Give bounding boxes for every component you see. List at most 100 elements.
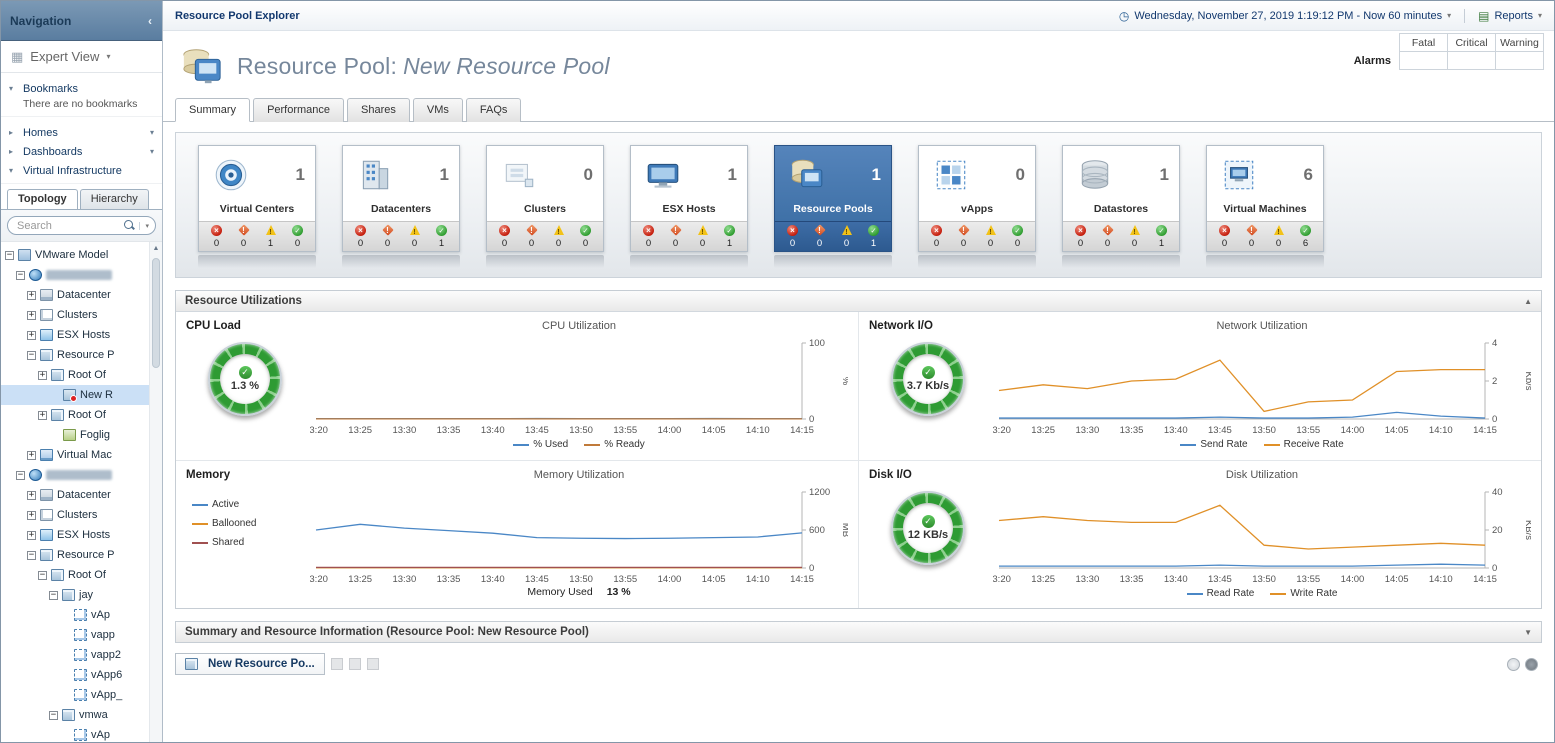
- sidebar-item-dashboards[interactable]: ▸ Dashboards ▾: [1, 142, 162, 161]
- expand-node-icon[interactable]: +: [27, 509, 36, 520]
- summary-info-header[interactable]: Summary and Resource Information (Resour…: [175, 621, 1542, 643]
- tree-item-root-of[interactable]: + Root Of: [1, 365, 149, 385]
- badge-critical[interactable]: 0: [230, 225, 257, 249]
- tree-item-resource-p[interactable]: − Resource P: [1, 545, 149, 565]
- reports-button[interactable]: Reports: [1494, 9, 1533, 22]
- badge-normal[interactable]: 6: [1292, 224, 1319, 249]
- tree-item-redacted[interactable]: −: [1, 465, 149, 485]
- badge-fatal[interactable]: 0: [923, 224, 950, 249]
- portlet-button-3[interactable]: [366, 658, 379, 670]
- time-range-label[interactable]: Wednesday, November 27, 2019 1:19:12 PM …: [1134, 9, 1443, 22]
- chevron-down-icon[interactable]: ▾: [1447, 11, 1452, 20]
- badge-critical[interactable]: 0: [1094, 225, 1121, 249]
- portlet-button-2[interactable]: [348, 658, 361, 670]
- badge-normal[interactable]: 0: [572, 224, 599, 249]
- tree-item-esx-hosts[interactable]: + ESX Hosts: [1, 325, 149, 345]
- badge-critical[interactable]: 0: [1238, 225, 1265, 249]
- view-toggle-light-icon[interactable]: [1507, 657, 1520, 671]
- tree-item-redacted[interactable]: −: [1, 265, 149, 285]
- tree-item-datacenter[interactable]: + Datacenter: [1, 485, 149, 505]
- badge-warning[interactable]: 0: [1265, 224, 1292, 249]
- collapse-node-icon[interactable]: −: [49, 589, 58, 600]
- alarms-fatal-value[interactable]: [1399, 51, 1448, 70]
- tree-item-root-of[interactable]: − Root Of: [1, 565, 149, 585]
- tree-item-vapp2[interactable]: vapp2: [1, 645, 149, 665]
- tile-clusters[interactable]: 0 Clusters 0 0 0 0: [486, 145, 604, 252]
- search-input[interactable]: Search ▾: [7, 216, 156, 235]
- tile-vapps[interactable]: 0 vApps 0 0 0 0: [918, 145, 1036, 252]
- collapse-down-icon[interactable]: ▼: [1524, 627, 1532, 637]
- tree-item-resource-p[interactable]: − Resource P: [1, 345, 149, 365]
- badge-critical[interactable]: 0: [806, 225, 833, 249]
- tab-hierarchy[interactable]: Hierarchy: [79, 189, 149, 209]
- badge-critical[interactable]: 0: [374, 225, 401, 249]
- portlet-button-1[interactable]: [330, 658, 343, 670]
- alarms-warning-value[interactable]: [1495, 51, 1544, 70]
- badge-fatal[interactable]: 0: [347, 224, 374, 249]
- tree-item-jay[interactable]: − jay: [1, 585, 149, 605]
- chevron-down-icon[interactable]: ▾: [1537, 11, 1542, 20]
- expand-node-icon[interactable]: +: [27, 289, 36, 300]
- tree-item-datacenter[interactable]: + Datacenter: [1, 285, 149, 305]
- badge-fatal[interactable]: 0: [1067, 224, 1094, 249]
- tree-item-clusters[interactable]: + Clusters: [1, 305, 149, 325]
- badge-warning[interactable]: 1: [257, 224, 284, 249]
- badge-fatal[interactable]: 0: [1211, 224, 1238, 249]
- badge-warning[interactable]: 0: [1121, 224, 1148, 249]
- view-toggle-dark-icon[interactable]: [1525, 657, 1538, 671]
- tab-shares[interactable]: Shares: [347, 98, 410, 122]
- expand-node-icon[interactable]: +: [38, 369, 47, 380]
- tree-item-vapp6[interactable]: vApp6: [1, 665, 149, 685]
- sidebar-collapse-icon[interactable]: ‹: [148, 13, 152, 28]
- collapse-node-icon[interactable]: −: [49, 709, 58, 720]
- chevron-down-icon[interactable]: ▾: [149, 147, 154, 156]
- tile-esx-hosts[interactable]: 1 ESX Hosts 0 0 0 1: [630, 145, 748, 252]
- expand-node-icon[interactable]: +: [27, 309, 36, 320]
- badge-normal[interactable]: 0: [284, 224, 311, 249]
- badge-warning[interactable]: 0: [689, 224, 716, 249]
- badge-normal[interactable]: 1: [1148, 224, 1175, 249]
- tile-datacenters[interactable]: 1 Datacenters 0 0 0 1: [342, 145, 460, 252]
- tree-item-root-of[interactable]: + Root Of: [1, 405, 149, 425]
- collapse-node-icon[interactable]: −: [27, 549, 36, 560]
- tree-item-clusters[interactable]: + Clusters: [1, 505, 149, 525]
- badge-normal[interactable]: 1: [428, 224, 455, 249]
- resource-pool-subtab[interactable]: New Resource Po...: [175, 653, 325, 675]
- tree-item-vmwa[interactable]: − vmwa: [1, 705, 149, 725]
- scroll-up-icon[interactable]: ▲: [152, 245, 160, 252]
- tree-scrollbar[interactable]: ▲: [149, 242, 162, 742]
- badge-fatal[interactable]: 0: [635, 224, 662, 249]
- expand-node-icon[interactable]: +: [38, 409, 47, 420]
- badge-warning[interactable]: 0: [977, 224, 1004, 249]
- tab-faqs[interactable]: FAQs: [465, 98, 522, 122]
- badge-warning[interactable]: 0: [401, 224, 428, 249]
- tree-item-esx-hosts[interactable]: + ESX Hosts: [1, 525, 149, 545]
- tile-resource-pools[interactable]: 1 Resource Pools 0 0 0 1: [774, 145, 892, 252]
- expand-node-icon[interactable]: +: [27, 489, 36, 500]
- collapse-node-icon[interactable]: −: [27, 349, 36, 360]
- badge-warning[interactable]: 0: [545, 224, 572, 249]
- tile-virtual-machines[interactable]: 6 Virtual Machines 0 0 0 6: [1206, 145, 1324, 252]
- search-options-icon[interactable]: ▾: [139, 221, 149, 230]
- collapse-node-icon[interactable]: −: [16, 269, 25, 280]
- collapse-node-icon[interactable]: −: [5, 249, 14, 260]
- tab-topology[interactable]: Topology: [7, 189, 78, 209]
- badge-fatal[interactable]: 0: [203, 224, 230, 249]
- badge-normal[interactable]: 1: [716, 224, 743, 249]
- tree-item-vap[interactable]: vAp: [1, 605, 149, 625]
- sidebar-item-homes[interactable]: ▸ Homes ▾: [1, 123, 162, 142]
- collapse-node-icon[interactable]: −: [38, 569, 47, 580]
- tree-item-new-r[interactable]: New R: [1, 385, 149, 405]
- tree-item-virtual-mac[interactable]: + Virtual Mac: [1, 445, 149, 465]
- tile-datastores[interactable]: 1 Datastores 0 0 0 1: [1062, 145, 1180, 252]
- tab-summary[interactable]: Summary: [175, 98, 251, 122]
- badge-normal[interactable]: 1: [860, 224, 887, 249]
- resource-utilizations-header[interactable]: Resource Utilizations ▲: [176, 291, 1541, 312]
- tree-item-vmware-model[interactable]: − VMware Model: [1, 245, 149, 265]
- badge-warning[interactable]: 0: [833, 224, 860, 249]
- search-icon[interactable]: [124, 220, 135, 231]
- expert-view-selector[interactable]: ▦ Expert View ▾: [1, 41, 162, 73]
- badge-normal[interactable]: 0: [1004, 224, 1031, 249]
- badge-critical[interactable]: 0: [518, 225, 545, 249]
- chevron-down-icon[interactable]: ▾: [149, 128, 154, 137]
